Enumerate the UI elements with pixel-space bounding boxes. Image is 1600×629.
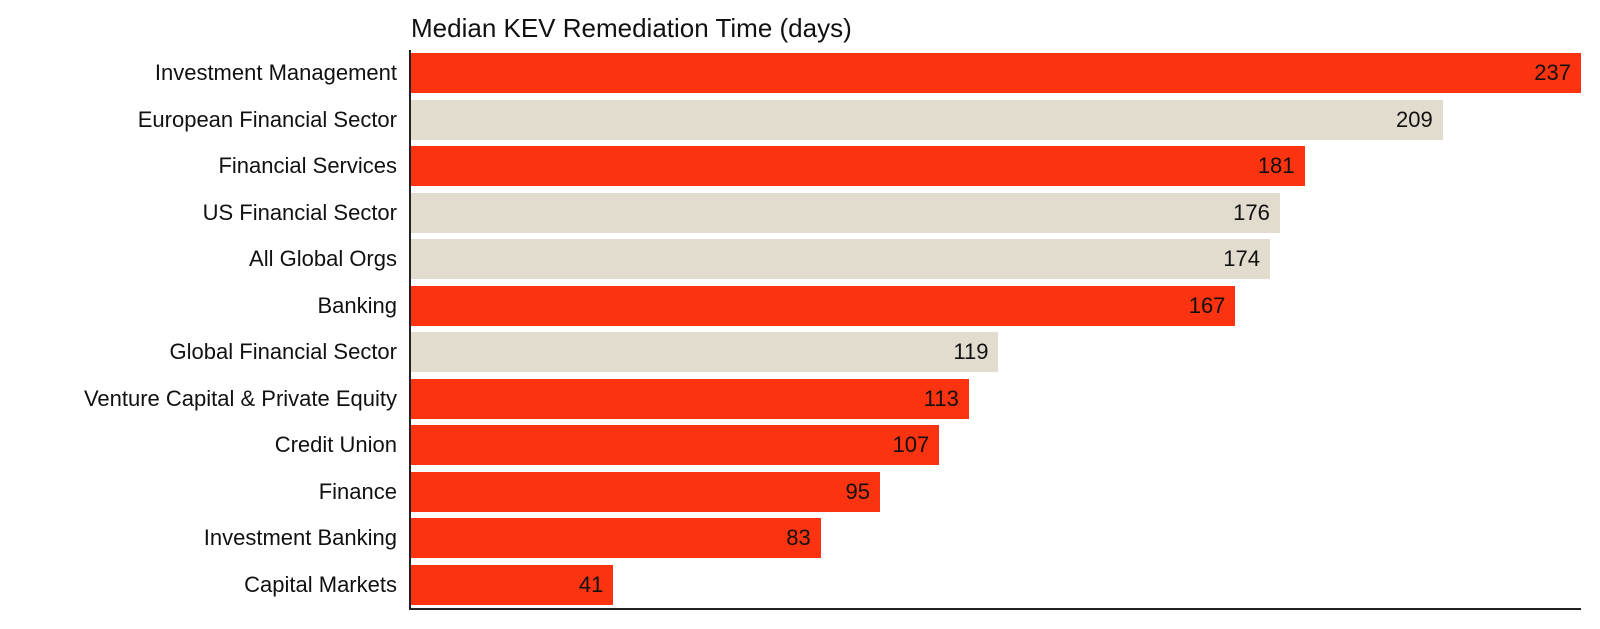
bar-value: 174 xyxy=(1223,246,1260,272)
bar-value: 176 xyxy=(1233,200,1270,226)
bar-value: 113 xyxy=(924,386,959,412)
bar-row: Banking167 xyxy=(411,286,1581,326)
bar-label: Financial Services xyxy=(218,153,411,179)
bar xyxy=(411,379,969,419)
bar-label: Investment Management xyxy=(155,60,411,86)
bar xyxy=(411,518,821,558)
bar-label: Credit Union xyxy=(275,432,411,458)
bar xyxy=(411,239,1270,279)
bar-row: Credit Union107 xyxy=(411,425,1581,465)
bar xyxy=(411,332,998,372)
bar-row: Finance95 xyxy=(411,472,1581,512)
bar xyxy=(411,286,1235,326)
chart-plot-area: Investment Management237 European Financi… xyxy=(411,50,1581,608)
bar xyxy=(411,100,1443,140)
bar-row: European Financial Sector209 xyxy=(411,100,1581,140)
bar-value: 41 xyxy=(579,572,603,598)
chart-container: Median KEV Remediation Time (days) Inves… xyxy=(0,0,1600,629)
bar-row: Capital Markets41 xyxy=(411,565,1581,605)
bar-value: 119 xyxy=(953,339,988,365)
bar-value: 95 xyxy=(846,479,870,505)
bar-label: Global Financial Sector xyxy=(170,339,411,365)
bar-row: Financial Services181 xyxy=(411,146,1581,186)
bar-label: Banking xyxy=(317,293,411,319)
chart-title: Median KEV Remediation Time (days) xyxy=(411,6,1600,50)
bar-row: Investment Management237 xyxy=(411,53,1581,93)
bar-value: 209 xyxy=(1396,107,1433,133)
bar xyxy=(411,472,880,512)
bar-row: All Global Orgs174 xyxy=(411,239,1581,279)
bar-value: 107 xyxy=(893,432,930,458)
bar-label: All Global Orgs xyxy=(249,246,411,272)
bar-value: 181 xyxy=(1258,153,1295,179)
bar-value: 237 xyxy=(1534,60,1571,86)
bar-value: 167 xyxy=(1189,293,1226,319)
bar-label: Venture Capital & Private Equity xyxy=(84,386,411,412)
bar xyxy=(411,425,939,465)
bar-label: European Financial Sector xyxy=(138,107,411,133)
bar xyxy=(411,193,1280,233)
bar-row: Global Financial Sector119 xyxy=(411,332,1581,372)
bar-label: Investment Banking xyxy=(204,525,411,551)
bar-label: Capital Markets xyxy=(244,572,411,598)
bar-label: US Financial Sector xyxy=(203,200,411,226)
bar-value: 83 xyxy=(786,525,810,551)
bar-row: Venture Capital & Private Equity113 xyxy=(411,379,1581,419)
bar xyxy=(411,53,1581,93)
bar xyxy=(411,146,1305,186)
bar-row: US Financial Sector176 xyxy=(411,193,1581,233)
bar-row: Investment Banking83 xyxy=(411,518,1581,558)
x-axis-line xyxy=(409,608,1581,610)
bar-label: Finance xyxy=(319,479,411,505)
